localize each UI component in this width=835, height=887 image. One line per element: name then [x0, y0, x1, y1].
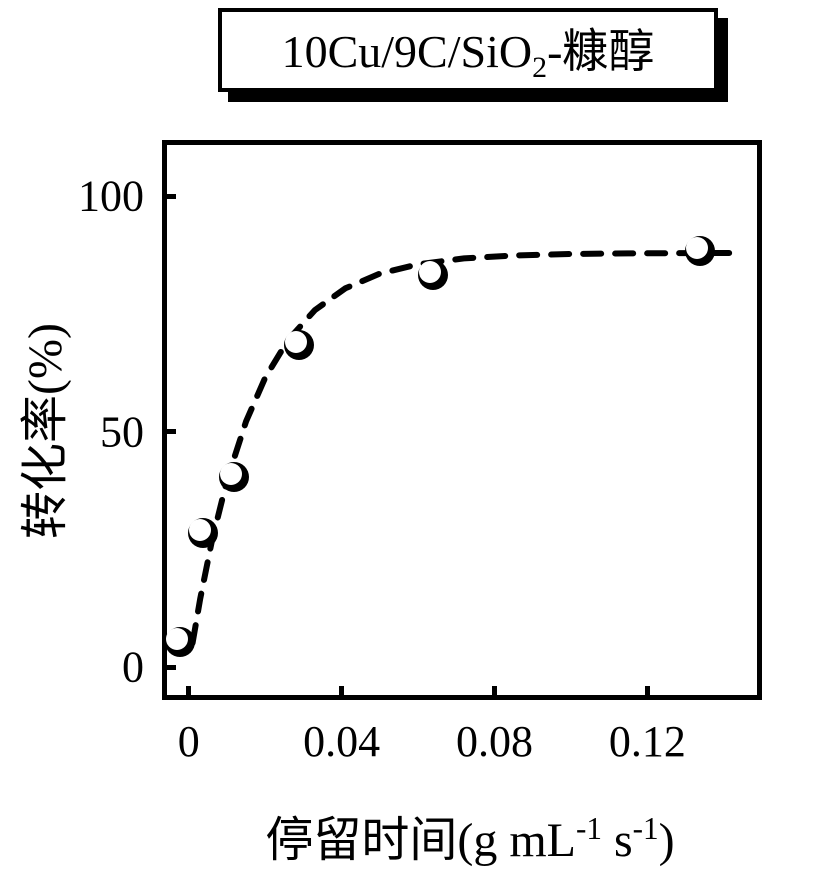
y-tick-label: 100 [78, 171, 144, 222]
y-axis-label: 转化率(%) [5, 311, 75, 551]
x-tick [645, 686, 650, 700]
fit-curve [162, 140, 762, 700]
x-tick-label: 0.04 [303, 716, 380, 767]
x-axis-label: 停留时间(g mL-1 s-1) [180, 800, 760, 870]
y-tick-label: 0 [122, 642, 144, 693]
y-tick [162, 665, 176, 670]
x-tick-label: 0.12 [609, 716, 686, 767]
x-tick [492, 686, 497, 700]
x-tick [186, 686, 191, 700]
x-tick [339, 686, 344, 700]
legend-box: 10Cu/9C/SiO2-糠醇 [218, 8, 718, 92]
y-tick-label: 50 [100, 406, 144, 457]
legend-text: 10Cu/9C/SiO2-糠醇 [282, 15, 655, 85]
y-tick [162, 429, 176, 434]
x-tick-label: 0 [178, 716, 200, 767]
y-tick [162, 194, 176, 199]
x-tick-label: 0.08 [456, 716, 533, 767]
plot-area: 05010000.040.080.12 [162, 140, 762, 700]
